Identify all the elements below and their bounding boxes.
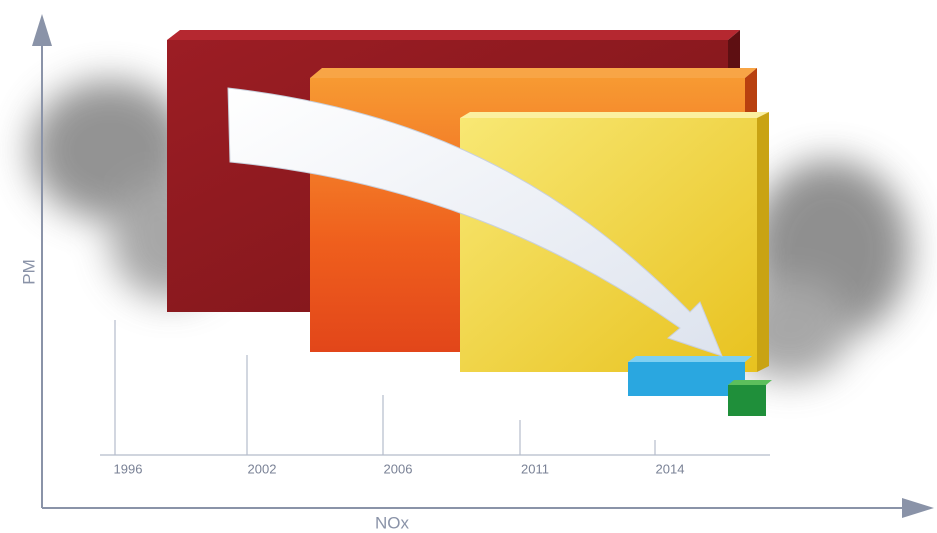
year-label: 2006	[384, 461, 413, 476]
year-label: 1996	[114, 461, 143, 476]
year-label: 2011	[521, 461, 549, 476]
axes	[32, 14, 934, 518]
block-2011	[628, 356, 752, 396]
block-2006	[460, 112, 769, 372]
block-2014	[728, 380, 772, 416]
year-label: 2002	[248, 461, 277, 476]
x-axis-label: NOx	[375, 513, 410, 532]
timeline	[100, 320, 770, 456]
reduction-arrow	[227, 87, 723, 357]
year-label: 2014	[656, 461, 685, 476]
y-axis-label: PM	[19, 259, 38, 285]
